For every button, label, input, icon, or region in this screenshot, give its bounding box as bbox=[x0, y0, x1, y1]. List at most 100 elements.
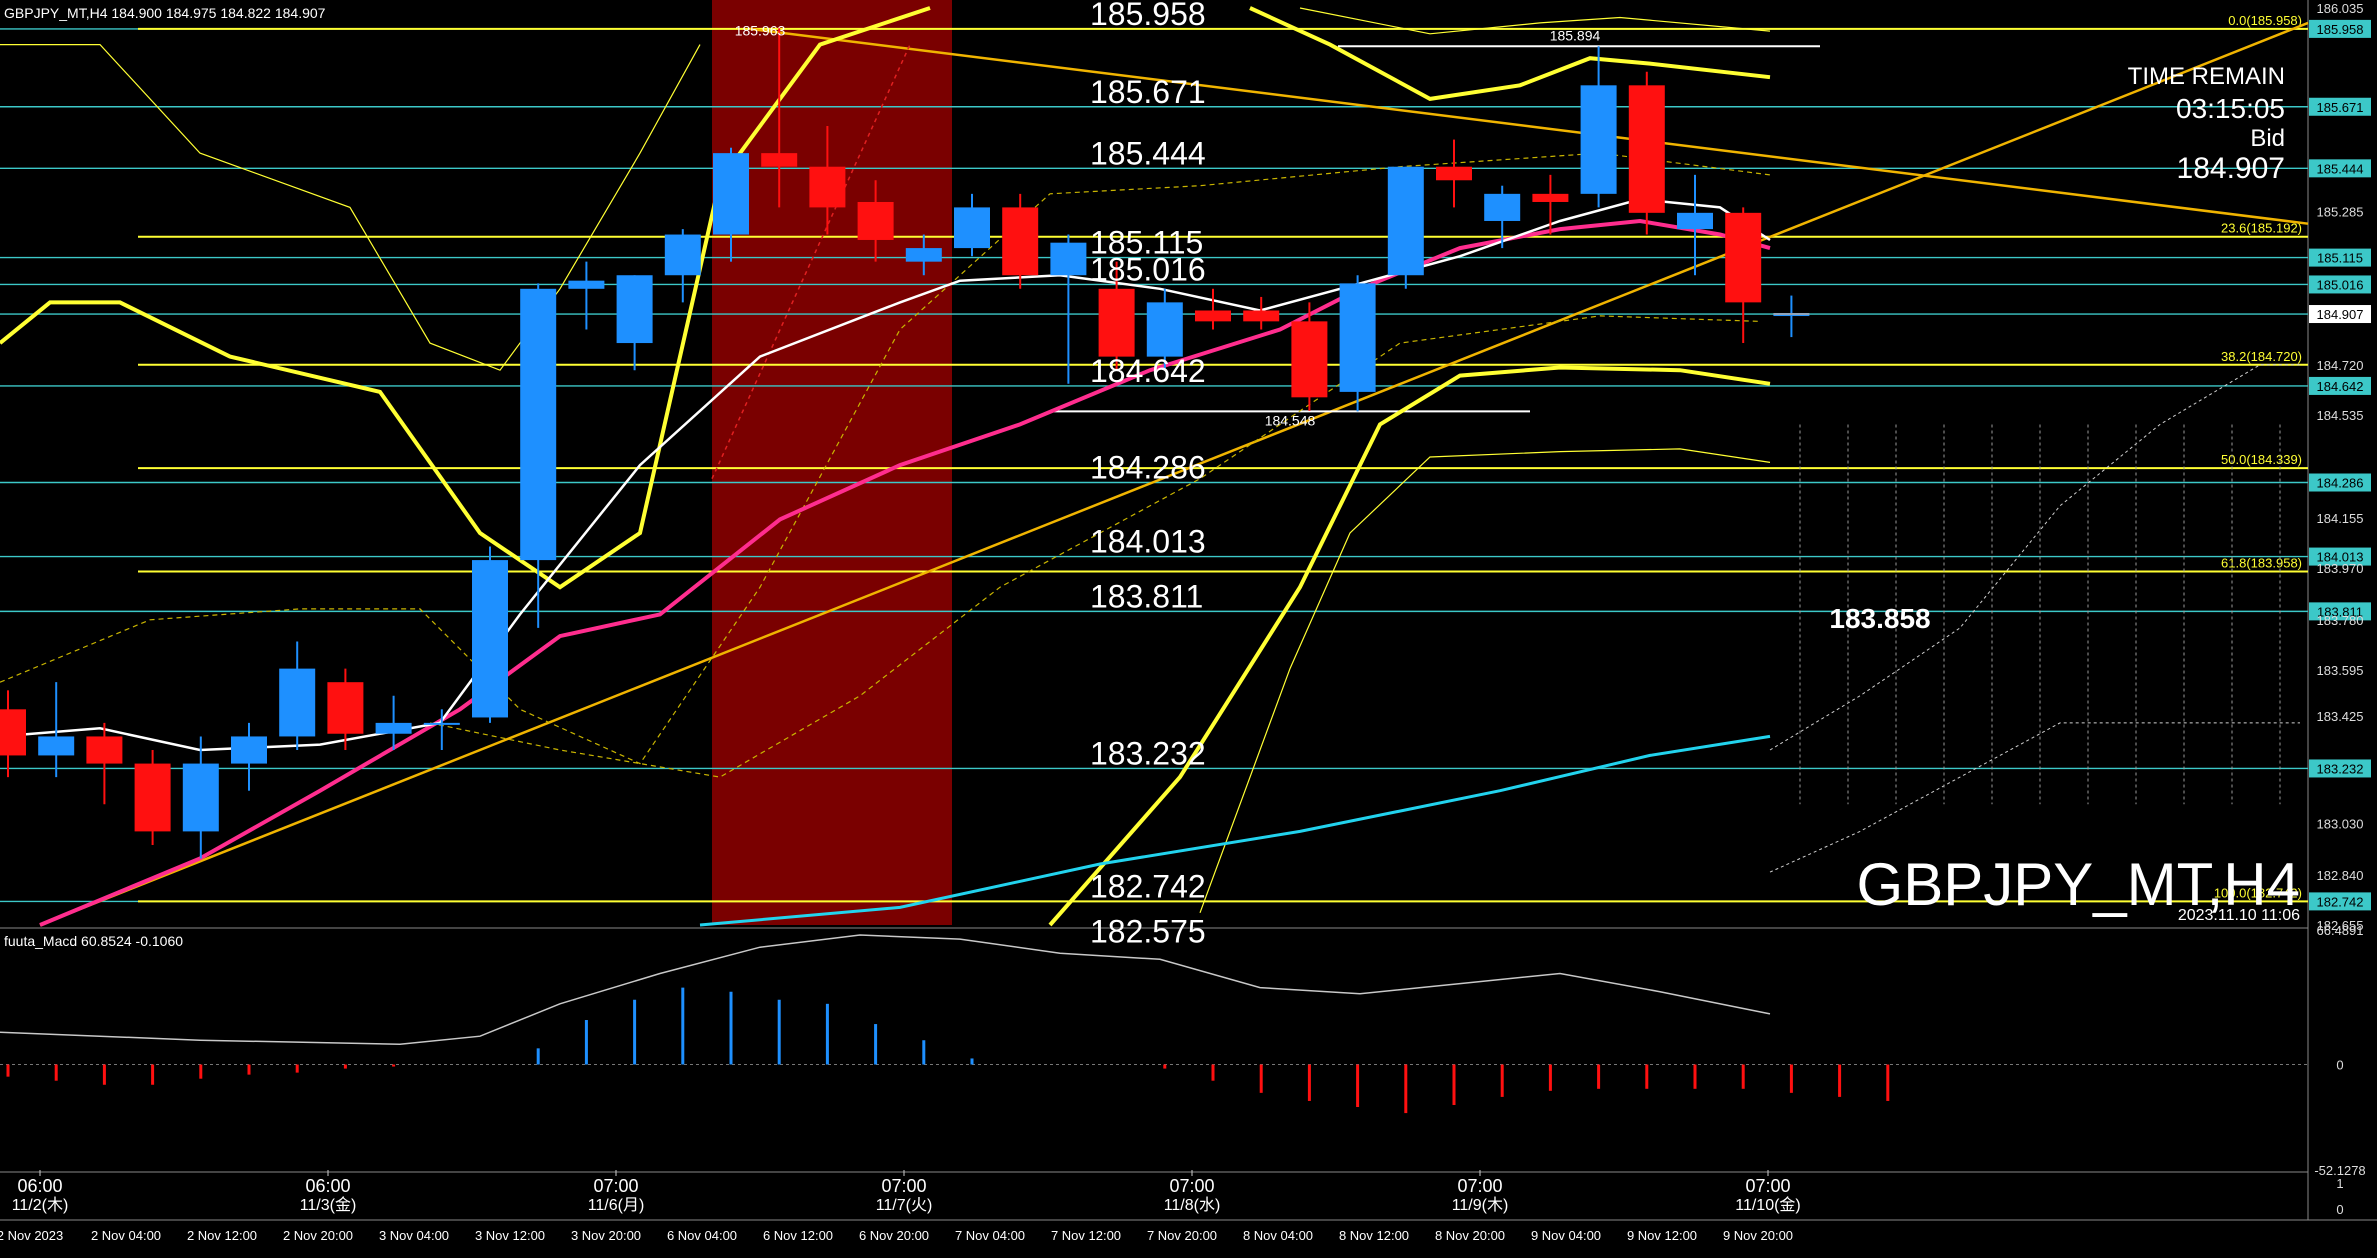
candle-body bbox=[86, 736, 123, 764]
axis-price-label: 183.232 bbox=[2317, 761, 2364, 776]
axis-price-label: 185.444 bbox=[2317, 161, 2364, 176]
x-tick-label: 2 Nov 12:00 bbox=[187, 1228, 257, 1243]
x-tick-label: 8 Nov 04:00 bbox=[1243, 1228, 1313, 1243]
high-label: 185.963 bbox=[735, 23, 786, 39]
axis-tick-label: 183.780 bbox=[2317, 613, 2364, 628]
axis-price-tag bbox=[2309, 547, 2371, 566]
price-level-label: 185.115 bbox=[1090, 225, 1203, 261]
candle-body bbox=[1436, 166, 1472, 181]
axis-price-label: 185.671 bbox=[2317, 100, 2364, 115]
fib-label: 0.0(185.958) bbox=[2228, 13, 2302, 28]
price-level-label: 184.013 bbox=[1090, 524, 1206, 560]
session-time-label: 06:00 bbox=[17, 1176, 62, 1196]
band-yellow-thin bbox=[0, 44, 701, 371]
candle-body bbox=[1050, 242, 1087, 276]
price-level-label: 185.671 bbox=[1090, 74, 1206, 110]
band-yellow-thick bbox=[0, 6, 931, 590]
macd-axis-label: 0 bbox=[2336, 1058, 2343, 1073]
axis-price-tag bbox=[2309, 602, 2371, 621]
axis-tick-label: 185.285 bbox=[2317, 204, 2364, 219]
axis-tick-label: 183.595 bbox=[2317, 663, 2364, 678]
axis-price-label: 183.811 bbox=[2317, 604, 2363, 619]
time-remain-label: TIME REMAIN bbox=[2128, 63, 2285, 90]
bid-value: 184.907 bbox=[2177, 152, 2285, 185]
macd-title: fuuta_Macd 60.8524 -0.1060 bbox=[4, 933, 183, 949]
candle-body bbox=[761, 153, 798, 167]
candle-body bbox=[1002, 207, 1039, 276]
axis-price-label: 182.742 bbox=[2317, 894, 2364, 909]
candle-body bbox=[857, 201, 894, 240]
axis-price-tag bbox=[2309, 759, 2371, 778]
session-date-label: 11/10(金) bbox=[1735, 1196, 1801, 1214]
trendline-down bbox=[749, 27, 2309, 225]
session-time-label: 07:00 bbox=[1457, 1176, 1502, 1196]
axis-price-label: 184.907 bbox=[2317, 307, 2364, 322]
axis-tick-label: 183.030 bbox=[2317, 816, 2364, 831]
candle-body bbox=[38, 736, 75, 756]
fib-label: 23.6(185.192) bbox=[2221, 221, 2302, 236]
candle-body bbox=[0, 709, 26, 756]
macd-axis-label: -52.1278 bbox=[2314, 1163, 2365, 1178]
bid-label: Bid bbox=[2250, 125, 2285, 152]
fib-label: 50.0(184.339) bbox=[2221, 452, 2302, 467]
candle-body bbox=[520, 288, 557, 561]
price-level-label: 182.742 bbox=[1090, 868, 1206, 904]
x-tick-label: 8 Nov 20:00 bbox=[1435, 1228, 1505, 1243]
x-tick-label: 7 Nov 04:00 bbox=[955, 1228, 1025, 1243]
band-upper-thick bbox=[1249, 6, 1771, 101]
session-time-label: 07:00 bbox=[593, 1176, 638, 1196]
symbol-watermark: GBPJPY_MT,H4 bbox=[1857, 851, 2300, 918]
x-tick-label: 7 Nov 12:00 bbox=[1051, 1228, 1121, 1243]
candle-body bbox=[134, 763, 171, 832]
session-date-label: 11/9(木) bbox=[1452, 1196, 1509, 1214]
fib-label: 38.2(184.720) bbox=[2221, 349, 2302, 364]
session-date-label: 11/6(月) bbox=[588, 1197, 645, 1214]
band-yellow-thin bbox=[1299, 7, 1771, 35]
candle-body bbox=[1146, 302, 1183, 357]
axis-price-label: 185.115 bbox=[2317, 251, 2363, 266]
candle-body bbox=[1677, 212, 1713, 230]
fib-label: 100.0(182.742) bbox=[2214, 885, 2302, 900]
axis-tick-label: 183.970 bbox=[2317, 561, 2364, 576]
candle-body bbox=[664, 234, 701, 276]
candle-body bbox=[1098, 288, 1135, 357]
session-time-label: 07:00 bbox=[881, 1176, 926, 1196]
axis-tick-label: 183.425 bbox=[2317, 709, 2364, 724]
axis-tick-label: 184.720 bbox=[2317, 358, 2364, 373]
session-time-label: 06:00 bbox=[305, 1176, 350, 1196]
candle-body bbox=[1387, 166, 1424, 276]
axis-tick-label: 182.840 bbox=[2317, 868, 2364, 883]
candle-body bbox=[905, 248, 942, 262]
dashed-band bbox=[0, 152, 1771, 765]
candle-body bbox=[1532, 193, 1569, 202]
x-tick-label: 3 Nov 04:00 bbox=[379, 1228, 449, 1243]
price-level-label: 185.016 bbox=[1090, 251, 1206, 287]
sub-axis-label: 1 bbox=[2336, 1176, 2343, 1191]
session-time-label: 07:00 bbox=[1745, 1176, 1790, 1196]
sub-axis-label: 0 bbox=[2336, 1202, 2343, 1217]
x-tick-label: 2 Nov 20:00 bbox=[283, 1228, 353, 1243]
candle-body bbox=[809, 166, 846, 208]
axis-price-tag bbox=[2309, 97, 2371, 116]
band-lower-thick bbox=[1048, 365, 1771, 927]
low-label: 184.548 bbox=[1265, 412, 1316, 428]
axis-tick-label: 186.035 bbox=[2317, 1, 2364, 16]
axis-price-tag bbox=[2309, 159, 2371, 178]
axis-tick-label: 184.535 bbox=[2317, 408, 2364, 423]
session-date-label: 11/3(金) bbox=[300, 1196, 357, 1214]
axis-tick-label: 184.155 bbox=[2317, 511, 2364, 526]
x-tick-label: 3 Nov 12:00 bbox=[475, 1228, 545, 1243]
price-level-label: 182.575 bbox=[1090, 914, 1206, 950]
axis-price-tag bbox=[2309, 473, 2371, 492]
candle-body bbox=[375, 722, 412, 734]
candle-body bbox=[568, 280, 605, 289]
axis-price-tag bbox=[2309, 248, 2371, 267]
x-tick-label: 3 Nov 20:00 bbox=[571, 1228, 641, 1243]
band-yellow-thin bbox=[1199, 448, 1771, 914]
x-tick-label: 9 Nov 20:00 bbox=[1723, 1228, 1793, 1243]
x-tick-label: 7 Nov 20:00 bbox=[1147, 1228, 1217, 1243]
dashed-band bbox=[429, 315, 1761, 778]
candle-body bbox=[1291, 321, 1328, 398]
candle-body bbox=[423, 722, 460, 725]
